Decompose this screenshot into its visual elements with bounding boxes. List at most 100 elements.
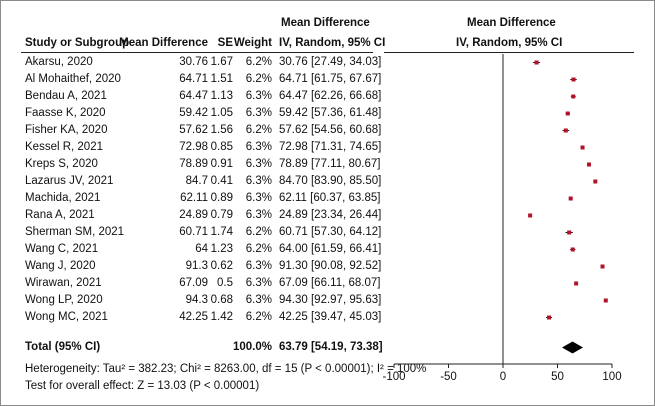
study-name: Fisher KA, 2020 xyxy=(25,124,108,136)
study-ci: 24.89 [23.34, 26.44] xyxy=(279,209,382,221)
study-weight: 6.2% xyxy=(245,243,272,255)
study-weight: 6.2% xyxy=(245,124,272,136)
study-se: 1.23 xyxy=(210,243,233,255)
total-label: Total (95% CI) xyxy=(25,341,101,353)
study-se: 0.79 xyxy=(210,209,233,221)
study-name: Al Mohaithef, 2020 xyxy=(25,73,121,85)
study-se: 0.5 xyxy=(217,277,233,289)
header-ci-title: Mean Difference xyxy=(281,17,370,29)
study-ci: 57.62 [54.56, 60.68] xyxy=(279,124,382,136)
study-point-estimate xyxy=(547,315,552,320)
study-name: Wong MC, 2021 xyxy=(25,311,108,323)
study-mean-difference: 42.25 xyxy=(179,311,208,323)
header-se: SE xyxy=(217,37,233,49)
study-ci: 62.11 [60.37, 63.85] xyxy=(279,192,381,204)
study-ci: 94.30 [92.97, 95.63] xyxy=(279,294,382,306)
header-rule-plot xyxy=(384,52,634,53)
study-ci: 42.25 [39.47, 45.03] xyxy=(279,311,382,323)
study-mean-difference: 59.42 xyxy=(179,107,208,119)
overall-effect-text: Test for overall effect: Z = 13.03 (P < … xyxy=(25,380,260,392)
study-mean-difference: 64.71 xyxy=(179,73,208,85)
header-ci-subtitle: IV, Random, 95% CI xyxy=(279,37,386,49)
study-name: Kreps S, 2020 xyxy=(25,158,98,170)
study-name: Faasse K, 2020 xyxy=(25,107,106,119)
study-se: 0.68 xyxy=(210,294,233,306)
study-name: Bendau A, 2021 xyxy=(25,90,107,102)
study-name: Lazarus JV, 2021 xyxy=(25,175,114,187)
study-point-estimate xyxy=(593,179,598,184)
study-se: 1.74 xyxy=(210,226,233,238)
study-name: Rana A, 2021 xyxy=(25,209,95,221)
study-mean-difference: 94.3 xyxy=(185,294,208,306)
x-tick-label: 100 xyxy=(602,371,621,383)
study-mean-difference: 84.7 xyxy=(185,175,208,187)
pooled-effect-diamond xyxy=(562,341,583,354)
study-point-estimate xyxy=(574,281,579,286)
study-point-estimate xyxy=(600,264,605,269)
study-name: Wong LP, 2020 xyxy=(25,294,103,306)
study-se: 0.62 xyxy=(210,260,233,272)
study-mean-difference: 72.98 xyxy=(179,141,208,153)
heterogeneity-text: Heterogeneity: Tau² = 382.23; Chi² = 826… xyxy=(25,363,427,375)
study-ci: 84.70 [83.90, 85.50] xyxy=(279,175,382,187)
study-mean-difference: 91.3 xyxy=(185,260,208,272)
study-point-estimate xyxy=(563,128,568,133)
study-name: Kessel R, 2021 xyxy=(25,141,103,153)
study-weight: 6.3% xyxy=(245,141,272,153)
study-mean-difference: 67.09 xyxy=(179,277,208,289)
study-ci: 64.47 [62.26, 66.68] xyxy=(279,90,382,102)
header-mean-difference: Mean Difference xyxy=(119,37,208,49)
study-point-estimate xyxy=(570,247,575,252)
study-se: 1.42 xyxy=(210,311,233,323)
study-point-estimate xyxy=(571,77,576,82)
study-weight: 6.3% xyxy=(245,192,272,204)
x-tick-label: -50 xyxy=(440,371,457,383)
study-mean-difference: 78.89 xyxy=(179,158,208,170)
study-mean-difference: 64 xyxy=(195,243,208,255)
study-ci: 67.09 [66.11, 68.07] xyxy=(279,277,381,289)
study-ci: 59.42 [57.36, 61.48] xyxy=(279,107,382,119)
study-se: 0.89 xyxy=(210,192,233,204)
study-weight: 6.3% xyxy=(245,175,272,187)
study-name: Akarsu, 2020 xyxy=(25,56,93,68)
study-name: Wang C, 2021 xyxy=(25,243,99,255)
study-se: 1.51 xyxy=(210,73,233,85)
study-weight: 6.2% xyxy=(245,311,272,323)
study-se: 1.56 xyxy=(210,124,233,136)
header-plot-title: Mean Difference xyxy=(467,17,556,29)
study-weight: 6.3% xyxy=(245,209,272,221)
study-se: 0.41 xyxy=(210,175,233,187)
study-weight: 6.3% xyxy=(245,294,272,306)
x-tick-label: -100 xyxy=(382,371,405,383)
study-weight: 6.3% xyxy=(245,158,272,170)
study-weight: 6.3% xyxy=(245,90,272,102)
study-ci: 60.71 [57.30, 64.12] xyxy=(279,226,382,238)
total-ci: 63.79 [54.19, 73.38] xyxy=(279,341,383,353)
study-weight: 6.3% xyxy=(245,107,272,119)
total-weight: 100.0% xyxy=(232,341,272,353)
x-tick-label: 0 xyxy=(500,371,506,383)
study-point-estimate xyxy=(528,213,533,218)
study-se: 1.13 xyxy=(210,90,233,102)
header-plot-subtitle: IV, Random, 95% CI xyxy=(456,37,563,49)
study-point-estimate xyxy=(580,145,585,150)
study-se: 0.85 xyxy=(210,141,233,153)
header-rule-table xyxy=(21,52,373,53)
study-weight: 6.3% xyxy=(245,277,272,289)
study-weight: 6.2% xyxy=(245,56,272,68)
study-name: Machida, 2021 xyxy=(25,192,101,204)
study-weight: 6.2% xyxy=(245,226,272,238)
study-point-estimate xyxy=(571,94,576,99)
study-ci: 64.00 [61.59, 66.41] xyxy=(279,243,382,255)
study-weight: 6.3% xyxy=(245,260,272,272)
study-point-estimate xyxy=(586,162,591,167)
study-ci: 30.76 [27.49, 34.03] xyxy=(279,56,382,68)
study-point-estimate xyxy=(565,111,570,116)
study-se: 1.67 xyxy=(210,56,233,68)
study-name: Sherman SM, 2021 xyxy=(25,226,125,238)
study-ci: 78.89 [77.11, 80.67] xyxy=(279,158,381,170)
study-ci: 64.71 [61.75, 67.67] xyxy=(279,73,382,85)
study-mean-difference: 24.89 xyxy=(179,209,208,221)
